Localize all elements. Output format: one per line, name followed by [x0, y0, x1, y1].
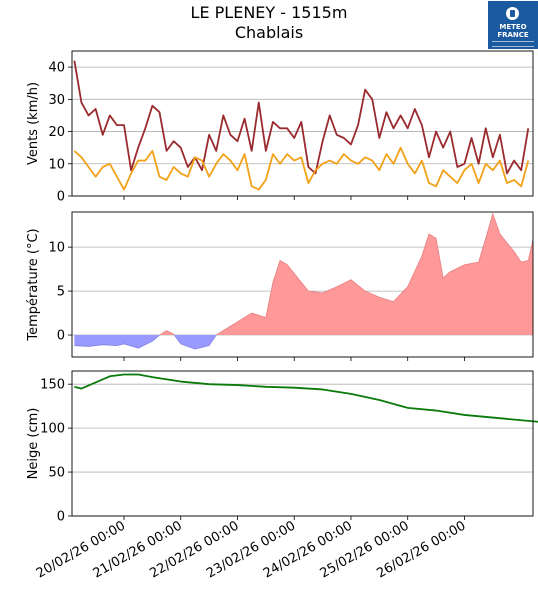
chart-title: LE PLENEY - 1515m — [190, 3, 348, 22]
panel-3-ytick-label: 100 — [40, 422, 65, 437]
panel-2-ytick-label: 5 — [57, 285, 65, 300]
meteo-france-logo: METEO FRANCE — [488, 1, 538, 49]
logo-mark-icon — [506, 7, 519, 20]
panel-1-ylabel: Vents (km/h) — [26, 82, 41, 165]
chart-subtitle: Chablais — [234, 23, 304, 42]
panel-3-ytick-label: 50 — [48, 466, 65, 481]
panel-1-series-2-line — [73, 146, 530, 191]
panel-3-frame — [71, 370, 534, 517]
panel-1-ytick-label: 0 — [57, 190, 65, 205]
panel-1-ytick-label: 20 — [48, 125, 65, 140]
logo-text-france: FRANCE — [497, 31, 529, 39]
panel-3-series-1-line — [74, 373, 538, 423]
panel-2-ylabel: Température (°C) — [26, 228, 41, 341]
panel-1-series-1-line — [73, 60, 530, 175]
panel-2-area-negative — [74, 335, 217, 350]
logo-tagline-lines — [492, 41, 534, 47]
panel-1-ytick-label: 10 — [48, 157, 65, 172]
panel-3-ytick-label: 0 — [57, 510, 65, 525]
panel-1-ytick-label: 40 — [48, 61, 65, 76]
panel-2-area-positive — [74, 213, 533, 336]
panel-2-ytick-label: 0 — [57, 329, 65, 344]
panel-2-area-edge-positive — [158, 212, 533, 336]
panel-1-ytick-label: 30 — [48, 93, 65, 108]
panel-3-ylabel: Neige (cm) — [26, 408, 41, 480]
panel-1-frame — [71, 50, 534, 197]
logo-text-meteo: METEO — [499, 23, 527, 31]
panel-2-ytick-label: 10 — [48, 241, 65, 256]
panel-3-ytick-label: 150 — [40, 378, 65, 393]
panel-2-frame — [71, 211, 534, 358]
